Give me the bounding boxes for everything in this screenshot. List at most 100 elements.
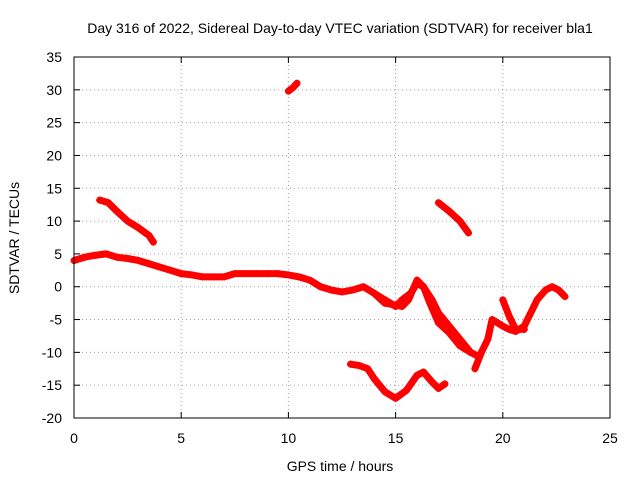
data-point <box>456 217 464 225</box>
data-point <box>355 361 363 369</box>
data-point <box>347 360 355 368</box>
y-tick-label: -5 <box>50 312 63 328</box>
data-point <box>512 325 520 333</box>
data-point <box>81 253 89 261</box>
data-point <box>364 365 372 373</box>
y-axis-label: SDTVAR / TECUs <box>6 182 22 294</box>
x-tick-label: 15 <box>388 430 404 446</box>
series-late-branch <box>499 296 528 333</box>
x-tick-label: 10 <box>281 430 297 446</box>
data-point <box>392 301 400 309</box>
data-point <box>413 276 421 284</box>
data-point <box>293 79 301 87</box>
data-point <box>349 286 357 294</box>
data-point <box>561 293 569 301</box>
y-tick-label: 10 <box>46 213 62 229</box>
data-point <box>113 253 121 261</box>
series-line <box>434 199 472 237</box>
data-point <box>220 273 228 281</box>
data-point <box>96 196 104 204</box>
data-point <box>445 207 453 215</box>
series-spike-30 <box>284 79 301 95</box>
data-point <box>359 283 367 291</box>
ticks-layer <box>73 56 611 419</box>
data-point <box>338 288 346 296</box>
series-low-track <box>347 360 449 402</box>
grid-layer <box>74 57 610 418</box>
series-early-high <box>96 196 157 246</box>
data-point <box>467 348 475 356</box>
data-point <box>548 283 556 291</box>
y-tick-label: 20 <box>46 147 62 163</box>
chart-title: Day 316 of 2022, Sidereal Day-to-day VTE… <box>87 20 593 36</box>
y-tick-label: -10 <box>42 344 62 360</box>
data-point <box>289 84 297 92</box>
data-point <box>520 325 528 333</box>
data-point <box>306 276 314 284</box>
y-tick-label: 30 <box>46 82 62 98</box>
data-point <box>102 250 110 258</box>
plot-frame <box>73 56 611 419</box>
data-point <box>542 286 550 294</box>
x-axis-label: GPS time / hours <box>287 458 394 474</box>
data-point <box>149 238 157 246</box>
data-point <box>471 365 479 373</box>
data-point <box>166 266 174 274</box>
x-tick-label: 20 <box>495 430 511 446</box>
data-point <box>434 199 442 207</box>
y-tick-label: 15 <box>46 180 62 196</box>
data-point <box>274 270 282 278</box>
series-mid-high <box>434 199 472 237</box>
data-point <box>488 316 496 324</box>
data-point <box>404 296 412 304</box>
data-point <box>428 378 436 386</box>
data-point <box>499 296 507 304</box>
data-point <box>252 270 260 278</box>
data-point <box>392 394 400 402</box>
data-point <box>419 283 427 291</box>
data-point <box>445 329 453 337</box>
data-point <box>327 286 335 294</box>
y-tick-label: 0 <box>54 279 62 295</box>
data-point <box>91 251 99 259</box>
series-line <box>370 276 475 356</box>
data-point <box>134 256 142 264</box>
data-point <box>199 273 207 281</box>
y-tick-label: 35 <box>46 49 62 65</box>
data-point <box>426 299 434 307</box>
y-tick-label: 5 <box>54 246 62 262</box>
data-point <box>499 322 507 330</box>
data-point <box>124 217 132 225</box>
y-tick-label: -15 <box>42 377 62 393</box>
data-point <box>381 388 389 396</box>
data-point <box>145 260 153 268</box>
data-point <box>284 87 292 95</box>
series-loop-track <box>370 276 475 356</box>
series-layer <box>70 79 569 402</box>
data-point <box>263 270 271 278</box>
data-point <box>209 273 217 281</box>
data-point <box>527 309 535 317</box>
data-point <box>441 380 449 388</box>
x-tick-label: 0 <box>70 430 78 446</box>
series-main-track <box>70 250 481 360</box>
data-point <box>370 289 378 297</box>
data-point <box>477 348 485 356</box>
x-tick-label: 25 <box>602 430 618 446</box>
data-point <box>533 296 541 304</box>
data-point <box>484 335 492 343</box>
data-point <box>370 375 378 383</box>
data-point <box>317 283 325 291</box>
data-point <box>419 368 427 376</box>
data-point <box>555 286 563 294</box>
data-point <box>456 342 464 350</box>
data-point <box>295 273 303 281</box>
data-point <box>434 384 442 392</box>
data-point <box>124 255 132 263</box>
tick-labels-layer: 0 5 10 15 20 25 -20 -15 -10 -5 0 5 10 15 20 25 30 35 <box>42 49 618 446</box>
data-point <box>156 263 164 271</box>
y-tick-label: -20 <box>42 410 62 426</box>
data-point <box>177 270 185 278</box>
x-tick-label: 5 <box>177 430 185 446</box>
